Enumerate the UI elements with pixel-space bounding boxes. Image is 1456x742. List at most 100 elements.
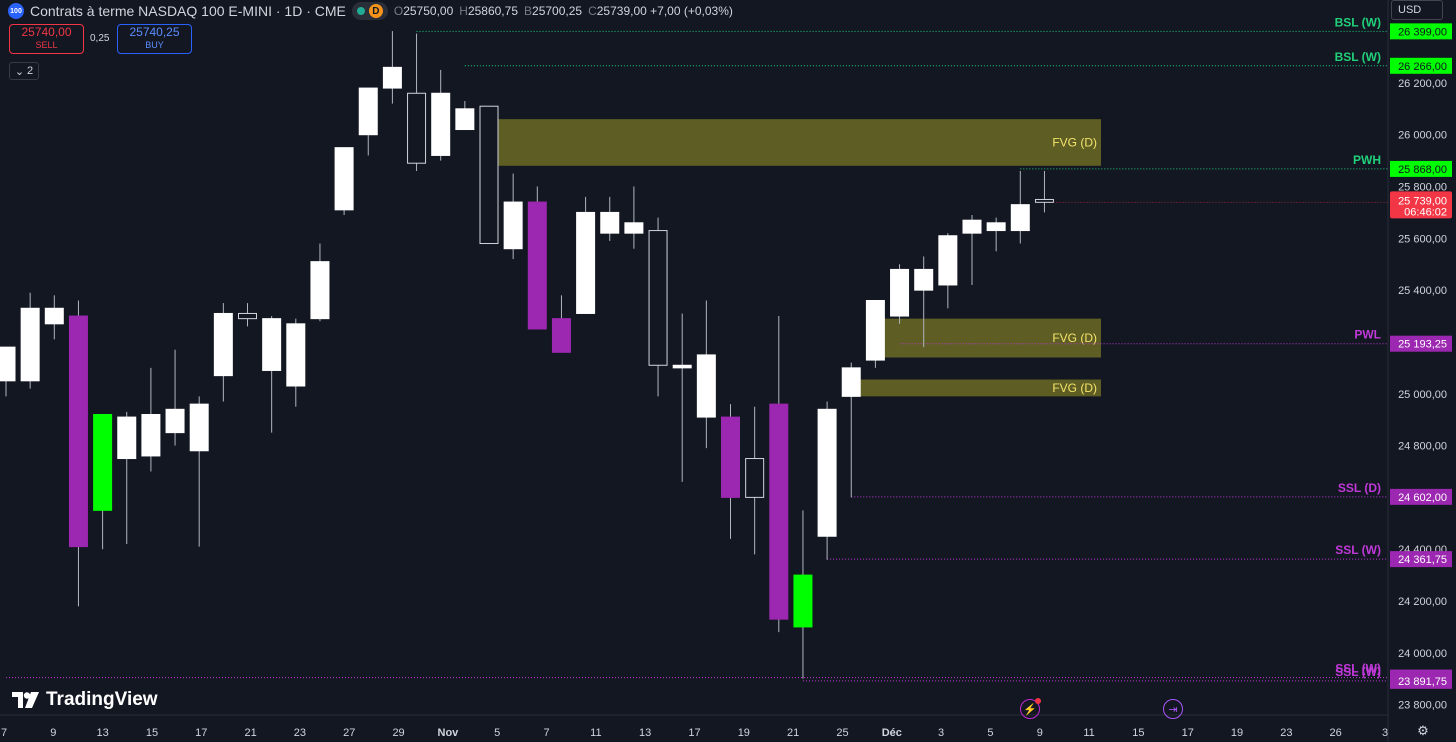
ohlc-close: C25739,00 +7,00 (+0,03%) (588, 4, 733, 18)
x-tick-label: 29 (392, 727, 404, 739)
sell-price: 25740,00 (21, 25, 72, 39)
level-price-tag (1390, 335, 1452, 352)
delayed-data-badge: D (368, 4, 383, 18)
level-price-tag (1390, 23, 1452, 40)
chevron-down-icon: ⌄ (14, 65, 25, 78)
x-tick-label: 23 (1280, 727, 1292, 739)
level-price-tag (1390, 672, 1452, 689)
candle-body (986, 222, 1006, 232)
notification-dot-icon (1035, 698, 1041, 704)
level-label: PWL (1354, 328, 1381, 342)
y-tick-label: 24 200,00 (1398, 596, 1447, 608)
candle-body (576, 211, 596, 314)
candle-body (551, 318, 571, 353)
level-price-tag (1390, 551, 1452, 568)
buy-price: 25740,25 (129, 25, 180, 39)
y-tick-label: 26 000,00 (1398, 130, 1447, 142)
x-tick-label: 13 (97, 727, 109, 739)
indicators-count: 2 (27, 65, 34, 77)
x-tick-label: 7 (1, 727, 7, 739)
candle-body (431, 92, 451, 156)
y-tick-label: 23 800,00 (1398, 700, 1447, 712)
spread-value: 0,25 (90, 33, 110, 44)
candle-body (1010, 204, 1030, 232)
candle-body (93, 413, 113, 511)
candle-body (310, 261, 330, 320)
candle-body (841, 367, 861, 397)
ohlc-open: O25750,00 (393, 4, 454, 18)
candle-body (407, 92, 427, 164)
candle-body (648, 230, 668, 366)
current-price-text: 25 739,00 (1398, 195, 1447, 207)
jump-to-realtime-icon[interactable]: ⇥ (1163, 699, 1183, 719)
ohlc-low: B25700,25 (524, 4, 583, 18)
ohlc-high: H25860,75 (459, 4, 518, 18)
x-tick-label: 26 (1330, 727, 1342, 739)
sell-button[interactable]: 25740,00 SELL (9, 24, 84, 54)
candle-body (503, 201, 523, 250)
buy-button[interactable]: 25740,25 BUY (117, 24, 192, 54)
x-tick-label: 27 (343, 727, 355, 739)
x-tick-label: Nov (438, 727, 460, 739)
x-tick-label: 17 (1182, 727, 1194, 739)
y-tick-label: 26 200,00 (1398, 78, 1447, 90)
gear-icon[interactable]: ⚙ (1417, 723, 1429, 738)
lightning-icon[interactable]: ⚡ (1020, 698, 1041, 719)
fvg-zone (480, 119, 1101, 166)
level-label: BSL (W) (1335, 15, 1381, 29)
nasdaq-logo-icon[interactable]: 100 (8, 3, 24, 19)
x-tick-label: 9 (1037, 727, 1043, 739)
level-label: BSL (W) (1335, 50, 1381, 64)
market-open-dot-icon (356, 7, 365, 15)
bar-countdown-text: 06:46:02 (1404, 206, 1447, 218)
candle-body (479, 105, 499, 245)
market-status[interactable]: D (351, 2, 388, 20)
currency-selector[interactable]: USD (1391, 0, 1443, 20)
x-tick-label: 17 (688, 727, 700, 739)
fvg-zone-label: FVG (D) (1052, 381, 1097, 395)
level-price-text: 26 399,00 (1398, 26, 1447, 38)
x-tick-label: 5 (987, 727, 993, 739)
x-tick-label: Déc (882, 727, 902, 739)
level-label: PWH (1353, 153, 1381, 167)
symbol-title[interactable]: Contrats à terme NASDAQ 100 E-MINI · 1D … (30, 3, 346, 19)
candle-body (213, 312, 233, 377)
tradingview-wordmark: TradingView (46, 689, 158, 710)
x-tick-label: 21 (244, 727, 256, 739)
candle-body (20, 307, 40, 382)
level-price-text: 26 266,00 (1398, 61, 1447, 73)
candle-body (117, 416, 137, 460)
chart-header: 100 Contrats à terme NASDAQ 100 E-MINI ·… (8, 2, 733, 20)
y-tick-label: 25 600,00 (1398, 233, 1447, 245)
candle-body (382, 66, 402, 89)
candle-body (262, 318, 282, 371)
sell-label: SELL (35, 40, 58, 50)
fvg-zone (866, 318, 1101, 358)
candle-body (914, 268, 934, 291)
x-tick-label: 19 (1231, 727, 1243, 739)
level-price-tag (1390, 160, 1452, 177)
fvg-zone-label: FVG (D) (1052, 135, 1097, 149)
candle-body (527, 201, 547, 330)
candle-body (865, 300, 885, 361)
x-tick-label: 9 (50, 727, 56, 739)
x-tick-label: 19 (738, 727, 750, 739)
candle-body (238, 312, 257, 320)
level-price-text: 23 891,75 (1398, 676, 1447, 688)
y-tick-label: 24 800,00 (1398, 441, 1447, 453)
candle-body (0, 346, 16, 382)
ohlc-values: O25750,00 H25860,75 B25700,25 C25739,00 … (394, 4, 733, 18)
indicators-toggle[interactable]: ⌄ 2 (9, 62, 39, 80)
x-tick-label: 7 (543, 727, 549, 739)
x-tick-label: 23 (294, 727, 306, 739)
candle-body (769, 403, 789, 620)
candle-body (745, 458, 765, 498)
candle-body (938, 235, 958, 286)
tradingview-logo[interactable]: TradingView (12, 689, 158, 711)
candle-body (44, 307, 64, 325)
level-price-tag (1390, 488, 1452, 505)
candle-body (141, 413, 161, 457)
level-price-text: 24 361,75 (1398, 554, 1447, 566)
candle-body (334, 147, 354, 211)
